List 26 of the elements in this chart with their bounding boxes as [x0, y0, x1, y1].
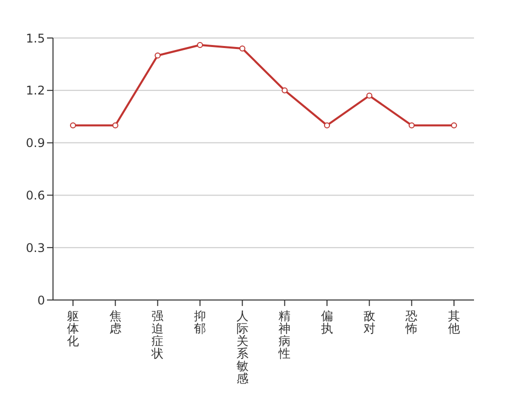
y-tick-label: 0	[37, 293, 45, 308]
y-tick-label: 1.5	[26, 31, 45, 46]
point	[451, 122, 457, 128]
y-tick-label: 0.3	[26, 240, 45, 255]
point	[70, 122, 76, 128]
point	[112, 122, 118, 128]
x-tick-label: 焦虑	[109, 309, 122, 336]
point	[282, 87, 288, 94]
y-tick-label: 0.9	[26, 136, 45, 150]
x-tick-label: 其他	[448, 309, 460, 336]
point	[366, 92, 372, 99]
point	[154, 52, 161, 58]
point	[239, 45, 246, 52]
x-tick-label: 偏执	[321, 309, 333, 336]
x-tick-label: 躯体化	[67, 309, 79, 348]
x-tick-label: 恐怖	[404, 309, 418, 336]
point	[197, 42, 203, 48]
point	[324, 122, 330, 128]
y-tick-label: 0.6	[26, 188, 45, 202]
x-tick-label: 强迫症状	[150, 309, 164, 360]
point	[408, 122, 415, 128]
x-tick-label: 精神病性	[278, 309, 291, 360]
y-tick-label: 1.2	[26, 84, 45, 98]
x-tick-label: 抑郁	[194, 309, 206, 336]
x-tick-label: 敌对	[363, 309, 376, 336]
x-tick-label: 人际关系敏感	[236, 309, 248, 386]
